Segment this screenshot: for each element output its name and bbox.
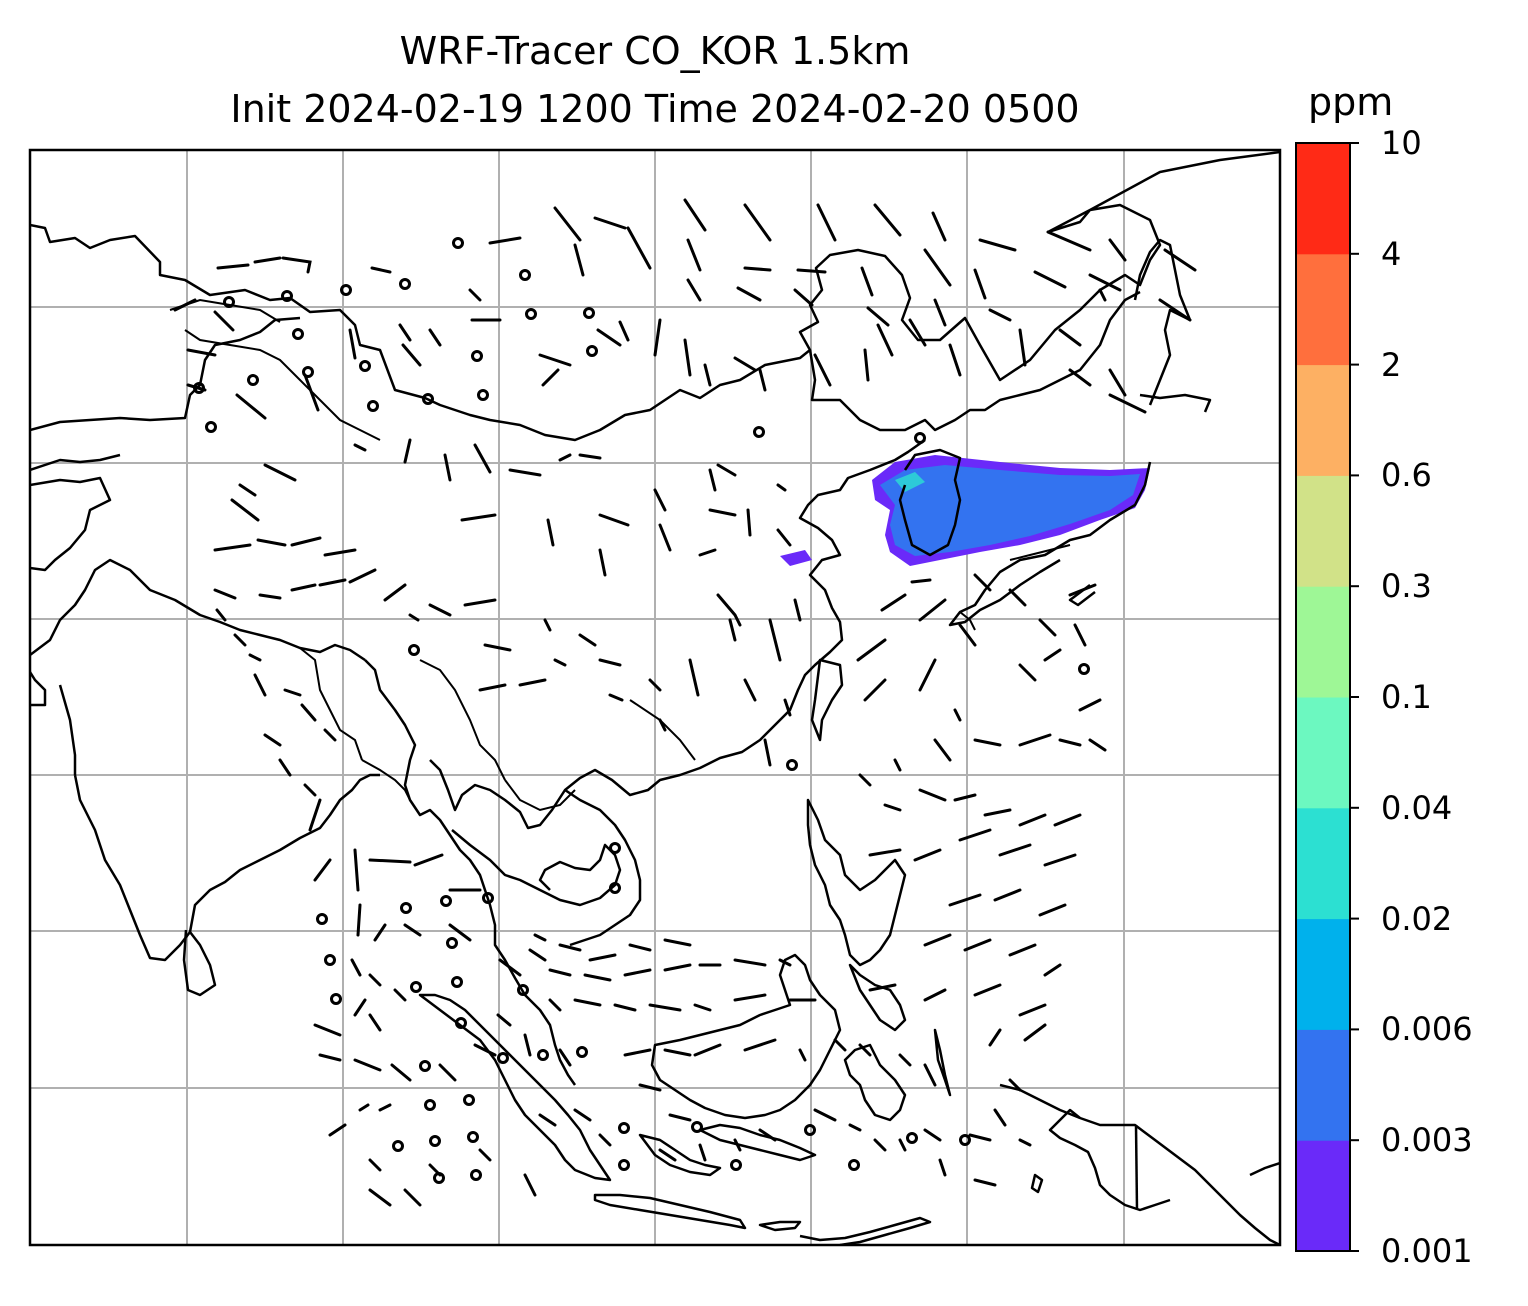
colorbar-segment <box>1296 253 1350 366</box>
plume-region-0.001 <box>780 550 812 566</box>
colorbar-segment <box>1296 143 1350 255</box>
colorbar-tick-label: 10 <box>1381 124 1422 162</box>
wind-barbs <box>173 198 1197 1207</box>
map-title-line1: WRF-Tracer CO_KOR 1.5km <box>399 29 911 73</box>
colorbar-tick-label: 0.1 <box>1381 678 1432 716</box>
tracer-plume <box>780 455 1150 566</box>
colorbar-tick-label: 4 <box>1381 234 1402 273</box>
colorbar-segment <box>1296 697 1350 809</box>
calm-wind-markers <box>193 237 1090 1184</box>
colorbar-segment <box>1296 364 1350 476</box>
map-gridlines <box>30 150 1280 1245</box>
colorbar-segment <box>1296 586 1350 698</box>
colorbar-segment <box>1296 1029 1350 1141</box>
map-title-line2: Init 2024-02-19 1200 Time 2024-02-20 050… <box>230 87 1080 131</box>
plume-region-0.003 <box>880 465 1140 556</box>
colorbar-tick-label: 2 <box>1381 345 1402 384</box>
colorbar <box>1295 142 1359 1252</box>
coastlines <box>30 150 1280 1245</box>
colorbar-tick-label: 0.02 <box>1381 899 1453 938</box>
map-frame <box>28 148 1282 1247</box>
map-plot-area <box>30 150 1280 1245</box>
colorbar-segment <box>1296 807 1350 920</box>
colorbar-segment <box>1296 475 1350 587</box>
plume-region-0.003 <box>895 472 925 492</box>
colorbar-tick-label: 0.003 <box>1381 1121 1473 1160</box>
colorbar-segment <box>1296 918 1350 1030</box>
colorbar-segment <box>1296 1140 1350 1252</box>
colorbar-tick-label: 0.6 <box>1381 456 1432 495</box>
colorbar-unit: ppm <box>1308 80 1394 124</box>
colorbar-tick-label: 0.006 <box>1381 1010 1473 1049</box>
colorbar-tick-label: 0.3 <box>1381 567 1432 606</box>
colorbar-tick-label: 0.001 <box>1381 1232 1473 1270</box>
colorbar-tick-label: 0.04 <box>1381 788 1453 827</box>
